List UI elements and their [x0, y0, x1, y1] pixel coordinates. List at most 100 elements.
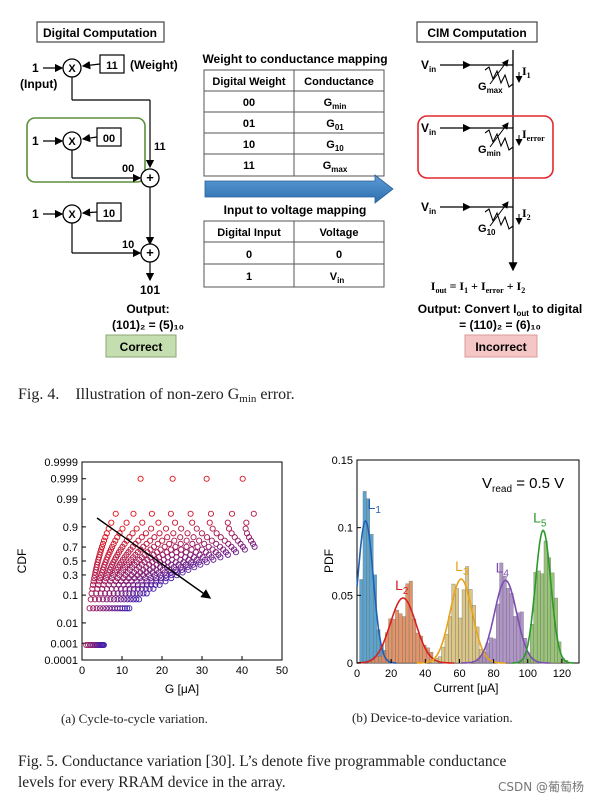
cdf-point — [103, 575, 110, 582]
cim-output-line2: = (110)₂ = (6)₁₀ — [459, 318, 541, 332]
pdf-bar — [540, 573, 545, 664]
pdf-xtick-label: 100 — [519, 668, 537, 680]
pdf-bar — [513, 616, 517, 664]
incorrect-badge — [464, 334, 538, 358]
cdf-point — [108, 575, 115, 582]
cdf-point — [167, 510, 174, 517]
digital-result: 101 — [140, 283, 160, 297]
cdf-point — [110, 596, 118, 603]
svg-text:+: + — [146, 170, 154, 185]
pdf-bar — [523, 658, 528, 664]
cdf-point — [213, 530, 220, 537]
cdf-xtick-label: 0 — [79, 665, 85, 677]
pdf-y-axis: 0 0.05 0.1 0.15 — [332, 455, 361, 670]
cdf-point — [217, 534, 224, 541]
weight-map-cell: 01 — [243, 118, 255, 130]
cdf-point — [239, 475, 246, 482]
cdf-point — [150, 543, 158, 550]
cdf-point — [171, 537, 178, 544]
input-map-header-input: Digital Input — [217, 227, 281, 239]
cdf-point — [117, 596, 124, 603]
cdf-point — [206, 519, 213, 526]
pdf-curve-L3 — [416, 578, 506, 664]
level-label-L4: L4 — [496, 559, 510, 579]
cdf-point — [118, 590, 125, 597]
cdf-point — [189, 519, 196, 526]
cdf-x-axis: 0 10 20 30 40 50 — [79, 656, 288, 677]
cdf-ytick-label: 0.7 — [63, 542, 78, 554]
pdf-bar — [415, 632, 420, 664]
cdf-point — [191, 564, 198, 571]
cdf-point — [116, 530, 123, 537]
pdf-xtick-label: 40 — [419, 668, 431, 680]
pdf-ytick-label: 0.05 — [332, 590, 353, 602]
weight-map-cell: Gmin — [324, 97, 347, 111]
product-2: 00 — [122, 163, 134, 175]
cdf-point — [138, 534, 145, 541]
cdf-point — [203, 534, 211, 541]
cdf-point — [112, 510, 119, 517]
weight-map-cell: 11 — [243, 160, 255, 172]
trend-arrow-icon — [96, 517, 212, 599]
cdf-point — [143, 581, 150, 588]
cim-title-box — [416, 21, 538, 43]
cdf-point — [224, 551, 231, 558]
cdf-ylabel: CDF — [15, 549, 29, 574]
cdf-point — [133, 525, 140, 532]
cdf-point — [155, 519, 162, 526]
cdf-point — [126, 534, 133, 541]
cdf-point — [121, 596, 128, 603]
cdf-point — [147, 537, 154, 544]
cdf-point — [172, 566, 179, 573]
input-one-3: 1 — [32, 207, 39, 221]
cdf-point — [87, 596, 94, 603]
cdf-point — [224, 519, 231, 526]
current-label: I2 — [522, 206, 531, 222]
cdf-point — [173, 572, 180, 579]
pdf-bar — [362, 491, 367, 664]
cdf-point — [133, 596, 140, 603]
cdf-point — [112, 537, 119, 544]
cdf-point — [139, 519, 146, 526]
cdf-ytick-label: 0.99 — [57, 494, 78, 506]
pdf-bar — [395, 609, 400, 664]
pdf-bar — [378, 655, 382, 664]
cdf-point — [109, 543, 116, 550]
cdf-point — [184, 564, 191, 571]
cdf-point — [129, 590, 137, 597]
cdf-point — [99, 566, 106, 573]
cdf-series — [83, 475, 144, 649]
cdf-point — [124, 605, 131, 612]
pdf-ylabel: PDF — [322, 549, 336, 573]
cdf-point — [119, 605, 126, 612]
pdf-ytick-label: 0.15 — [332, 455, 353, 467]
cdf-xtick-label: 30 — [196, 665, 208, 677]
svg-text:+: + — [146, 245, 154, 260]
weight-map-cell: G01 — [326, 118, 344, 132]
pdf-bars-L2 — [367, 580, 437, 664]
pdf-xtick-label: 120 — [553, 668, 571, 680]
cdf-point — [228, 510, 236, 517]
cim-cell: Vin Gmin Ierror — [421, 121, 545, 158]
input-map-cell: 1 — [246, 271, 252, 283]
pdf-fit-curves — [356, 519, 574, 664]
level-label-L1: L1 — [368, 496, 382, 516]
pdf-bar — [495, 603, 500, 664]
fig5-caption-line2: levels for every RRAM device in the arra… — [18, 774, 286, 791]
cdf-point — [187, 510, 194, 517]
conductance-label: Gmax — [478, 81, 503, 95]
cdf-point — [130, 510, 137, 517]
vin-label: Vin — [421, 200, 436, 216]
cdf-point — [193, 525, 200, 532]
cdf-point — [93, 605, 100, 612]
pdf-bar — [502, 576, 507, 664]
digital-output-label: Output: — [126, 302, 169, 316]
weight-map-cell: Gmax — [323, 160, 348, 174]
cdf-point — [100, 605, 107, 612]
pdf-xtick-label: 60 — [453, 668, 465, 680]
cdf-point — [142, 530, 149, 537]
product-3: 10 — [122, 239, 134, 251]
level-label-L2: L2 — [395, 577, 409, 597]
cdf-point — [86, 641, 94, 649]
cdf-point — [207, 510, 215, 517]
